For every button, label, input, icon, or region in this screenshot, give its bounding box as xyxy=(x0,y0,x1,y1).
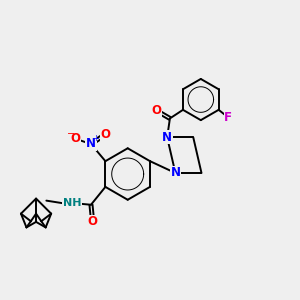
Text: F: F xyxy=(224,111,232,124)
Text: +: + xyxy=(92,134,99,143)
Text: N: N xyxy=(162,131,172,144)
Text: NH: NH xyxy=(63,198,81,208)
Text: O: O xyxy=(152,104,162,117)
Text: N: N xyxy=(86,137,96,151)
Text: O: O xyxy=(70,132,80,145)
Text: N: N xyxy=(170,167,180,179)
Text: −: − xyxy=(67,129,75,139)
Text: O: O xyxy=(88,215,98,228)
Text: O: O xyxy=(100,128,110,141)
